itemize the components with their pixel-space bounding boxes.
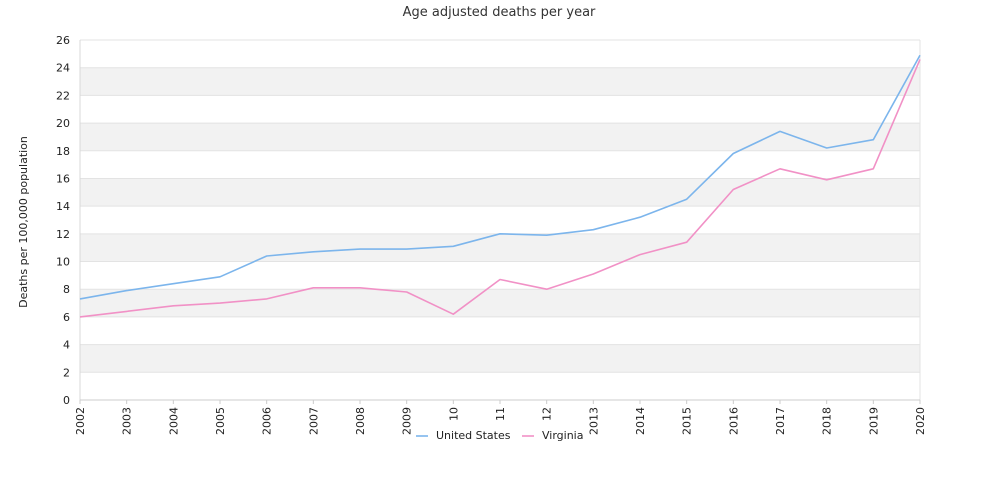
grid-bands <box>80 67 920 373</box>
x-tick-label: 2019 <box>867 407 880 435</box>
x-tick-label: 2014 <box>634 407 647 435</box>
series-line-virginia <box>79 59 921 318</box>
x-tick-label: 10 <box>447 407 460 421</box>
grid-band <box>80 123 920 151</box>
y-tick-label: 2 <box>63 366 70 379</box>
y-axis-label: Deaths per 100,000 population <box>17 136 30 308</box>
grid-band <box>80 344 920 373</box>
x-tick-label: 2020 <box>914 407 927 435</box>
x-tick-label: 2017 <box>774 407 787 435</box>
x-tick-label: 2003 <box>121 407 134 435</box>
y-tick-label: 4 <box>63 339 70 352</box>
y-tick-label: 18 <box>56 145 70 158</box>
legend-label: Virginia <box>542 429 583 442</box>
y-tick-label: 0 <box>63 394 70 407</box>
x-tick-label: 2006 <box>261 407 274 435</box>
legend[interactable]: United States Virginia <box>416 429 583 442</box>
legend-label: United States <box>436 429 511 442</box>
legend-item-virginia[interactable]: Virginia <box>522 429 583 442</box>
chart-title: Age adjusted deaths per year <box>403 5 596 20</box>
x-tick-label: 2016 <box>727 407 740 435</box>
x-tick-label: 2009 <box>401 407 414 435</box>
x-tick-label: 11 <box>494 407 507 421</box>
y-tick-label: 22 <box>56 89 70 102</box>
grid-lines <box>79 39 921 401</box>
x-tick-label: 2008 <box>354 407 367 435</box>
x-axis-ticks: 2002 2003 2004 2005 2006 2007 2008 2009 10 11 12 20… <box>74 400 927 435</box>
x-tick-label: 2004 <box>167 407 180 435</box>
grid-band <box>80 289 920 317</box>
y-tick-label: 6 <box>63 311 70 324</box>
x-tick-label: 12 <box>541 407 554 421</box>
series-line-united-states <box>79 54 921 300</box>
grid-band <box>80 178 920 207</box>
y-tick-label: 10 <box>56 256 70 269</box>
x-tick-label: 2007 <box>307 407 320 435</box>
x-tick-label: 2015 <box>681 407 694 435</box>
x-tick-label: 2002 <box>74 407 87 435</box>
legend-item-united-states[interactable]: United States <box>416 429 511 442</box>
y-tick-label: 14 <box>56 200 70 213</box>
grid-band <box>80 233 920 262</box>
y-tick-label: 20 <box>56 117 70 130</box>
y-tick-label: 12 <box>56 228 70 241</box>
series-lines <box>79 54 921 318</box>
x-tick-label: 2018 <box>821 407 834 435</box>
grid-band <box>80 67 920 96</box>
y-tick-label: 8 <box>63 283 70 296</box>
x-tick-label: 2005 <box>214 407 227 435</box>
y-tick-label: 16 <box>56 172 70 185</box>
y-tick-label: 26 <box>56 34 70 47</box>
x-tick-label: 2013 <box>587 407 600 435</box>
y-tick-label: 24 <box>56 62 70 75</box>
